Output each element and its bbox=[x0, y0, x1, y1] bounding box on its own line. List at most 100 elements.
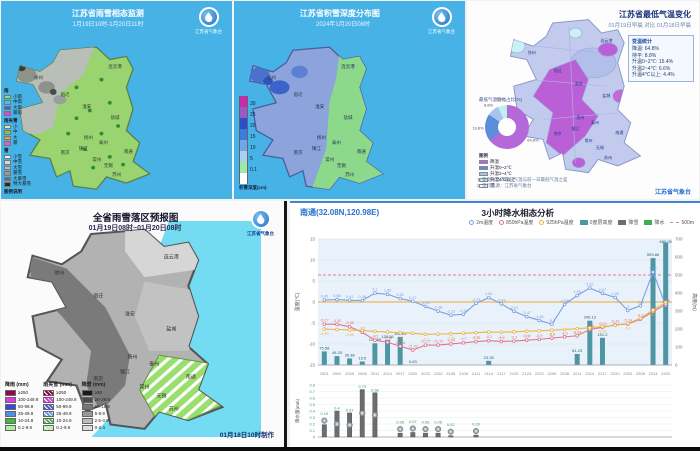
svg-text:400: 400 bbox=[675, 291, 683, 296]
chart-legend-item-850hPa温度[interactable]: 850hPa温度 bbox=[499, 219, 533, 226]
chart-legend-item-0度层高度[interactable]: 0度层高度 bbox=[579, 219, 612, 226]
svg-text:2214: 2214 bbox=[585, 371, 595, 376]
legend-swatch bbox=[43, 389, 55, 396]
svg-text:2005: 2005 bbox=[345, 371, 355, 376]
donut-legend: 图例 降温 升温0~2℃ 升温2~4℃ 升温4℃以上无 bbox=[479, 153, 589, 189]
svg-text:2017: 2017 bbox=[396, 371, 406, 376]
bottom-border bbox=[0, 447, 700, 451]
donut-legend-item: 升温2~4℃ bbox=[479, 171, 589, 177]
page-title: 全省雨雪落区预报图 bbox=[92, 213, 179, 224]
legend-item: 25-49.9 bbox=[5, 410, 38, 417]
colorbar-tick: 0.1 bbox=[250, 167, 257, 173]
footnote: 2. 资料来源：江苏省气象台 bbox=[477, 183, 532, 188]
temp-change-notes: 1. 变温为当日最低气温与前一日最低气温之差 2. 资料来源：江苏省气象台 bbox=[477, 177, 568, 189]
legend-item: 暴雨 bbox=[4, 110, 31, 117]
svg-text:0.37: 0.37 bbox=[346, 407, 355, 412]
legend-label: 5-9.9 bbox=[94, 411, 105, 416]
svg-text:2.07: 2.07 bbox=[599, 288, 606, 292]
colorbar-tick: 30 bbox=[250, 101, 256, 107]
donut-slice-label: 6.6% bbox=[496, 96, 506, 102]
svg-text:-2: -2 bbox=[626, 305, 629, 309]
legend-swatch bbox=[4, 105, 11, 110]
station-title: 南通(32.08N,120.98E) bbox=[300, 208, 380, 217]
legend-label: 10-24.9 bbox=[56, 418, 72, 423]
svg-text:-6.45: -6.45 bbox=[320, 332, 329, 336]
bureau-footer: 江苏省气象台 bbox=[654, 190, 691, 196]
forecast-map: 徐州 连云港 宿迁 淮安 盐城 扬州 泰州 南京 镇江 常州 无锡 苏州 南通 bbox=[18, 220, 262, 438]
svg-text:5: 5 bbox=[312, 279, 315, 284]
temp-change-stats-box: 变温统计 降温: 64.8% 持平: 8.8% 升温0~2℃: 15.4% 升温2~4… bbox=[628, 35, 694, 82]
svg-text:2105: 2105 bbox=[446, 371, 456, 376]
donut-legend-title: 图例 bbox=[479, 153, 488, 158]
svg-text:600: 600 bbox=[675, 255, 683, 260]
svg-text:2308: 2308 bbox=[636, 371, 646, 376]
colorbar-swatch bbox=[239, 162, 248, 173]
svg-text:-9.1: -9.1 bbox=[523, 335, 530, 339]
stats-row: 升温4℃以上: 4.4% bbox=[632, 72, 675, 78]
colorbar-tick: 25 bbox=[250, 112, 256, 118]
legend-item: ≥250 bbox=[5, 389, 38, 396]
legend-label: 25-49.9 bbox=[18, 411, 34, 416]
legend-marker-icon bbox=[469, 220, 475, 225]
svg-text:-4.36: -4.36 bbox=[535, 315, 544, 319]
svg-text:0: 0 bbox=[313, 435, 316, 440]
svg-text:-5.3: -5.3 bbox=[549, 319, 556, 323]
svg-text:0.36: 0.36 bbox=[359, 295, 366, 299]
legend-item: ≥30 bbox=[81, 389, 110, 396]
svg-text:0.45: 0.45 bbox=[321, 295, 328, 299]
chart-legend-item-降雪[interactable]: 降雪 bbox=[618, 219, 638, 226]
legend-label: 2.5-4.9 bbox=[94, 418, 109, 423]
chart-legend-item-降水[interactable]: 降水 bbox=[644, 219, 664, 226]
legend-swatch bbox=[5, 403, 16, 410]
legend-swatch bbox=[4, 171, 11, 176]
colorbar-entry: 25 bbox=[239, 107, 267, 118]
chart-legend: 2m温度 850hPa温度 925hPa温度 0度层高度 降雪 降水 500m bbox=[290, 219, 700, 226]
forecast-legend: 降雨 (mm) ≥250 100-249.9 50-99.9 25-49.9 10-24.… bbox=[5, 381, 110, 431]
legend-item: 中 bbox=[4, 129, 31, 136]
svg-text:-10.25: -10.25 bbox=[433, 340, 444, 344]
svg-text:36.38: 36.38 bbox=[345, 352, 356, 357]
donut-slice-label: 19.8% bbox=[472, 125, 484, 131]
legend-swatch bbox=[4, 111, 11, 116]
legend-item: 50-99.9 bbox=[43, 403, 76, 410]
svg-text:-2.21: -2.21 bbox=[510, 306, 519, 310]
legend-label: 大 bbox=[13, 134, 18, 140]
legend-item: 小 bbox=[4, 124, 31, 130]
weather-logo-icon bbox=[198, 7, 219, 27]
svg-text:0.4: 0.4 bbox=[334, 406, 340, 411]
chart-legend-item-2m温度[interactable]: 2m温度 bbox=[469, 219, 493, 226]
svg-text:2123: 2123 bbox=[522, 371, 532, 376]
svg-text:-7.7: -7.7 bbox=[422, 337, 429, 341]
legend-swatch bbox=[5, 396, 16, 403]
legend-swatch bbox=[4, 182, 11, 187]
colorbar-swatch bbox=[239, 118, 248, 129]
subtitle: 2024年1月20日08时 bbox=[315, 22, 371, 28]
svg-text:-5.24: -5.24 bbox=[623, 319, 632, 323]
chart-legend-item-925hPa温度[interactable]: 925hPa温度 bbox=[539, 219, 574, 226]
svg-text:15: 15 bbox=[310, 237, 316, 242]
svg-text:-0.33: -0.33 bbox=[472, 298, 481, 302]
legend-label: 500m bbox=[681, 219, 694, 226]
phase-map: 徐州 连云港 宿迁 淮安 盐城 扬州 泰州 南京 镇江 常州 无锡 苏州 南通 bbox=[10, 41, 176, 195]
svg-text:2202: 2202 bbox=[535, 371, 545, 376]
legend-swatch bbox=[43, 424, 55, 431]
svg-text:2.1: 2.1 bbox=[372, 288, 377, 292]
svg-text:0.68: 0.68 bbox=[371, 387, 380, 392]
svg-text:❄: ❄ bbox=[373, 413, 376, 417]
legend-label: 无 bbox=[490, 183, 495, 188]
svg-text:0: 0 bbox=[675, 363, 678, 368]
svg-text:-2.18: -2.18 bbox=[434, 306, 443, 310]
colorbar-label: 积雪深度(cm) bbox=[239, 185, 267, 190]
legend-item: 10-24.9 bbox=[43, 417, 76, 424]
legend-swatch bbox=[81, 424, 93, 431]
svg-text:❄: ❄ bbox=[361, 412, 364, 416]
legend-swatch bbox=[81, 389, 93, 396]
chart-legend-item-500m[interactable]: 500m bbox=[670, 220, 694, 226]
svg-text:-5.88: -5.88 bbox=[345, 321, 354, 325]
svg-text:-8.3: -8.3 bbox=[561, 331, 568, 335]
svg-text:-9.4: -9.4 bbox=[498, 336, 505, 340]
svg-text:❄: ❄ bbox=[424, 428, 427, 432]
bureau-logo: 江苏省气象台 bbox=[247, 209, 274, 237]
svg-text:-3.47: -3.47 bbox=[522, 311, 531, 315]
svg-text:0.06: 0.06 bbox=[396, 420, 405, 425]
